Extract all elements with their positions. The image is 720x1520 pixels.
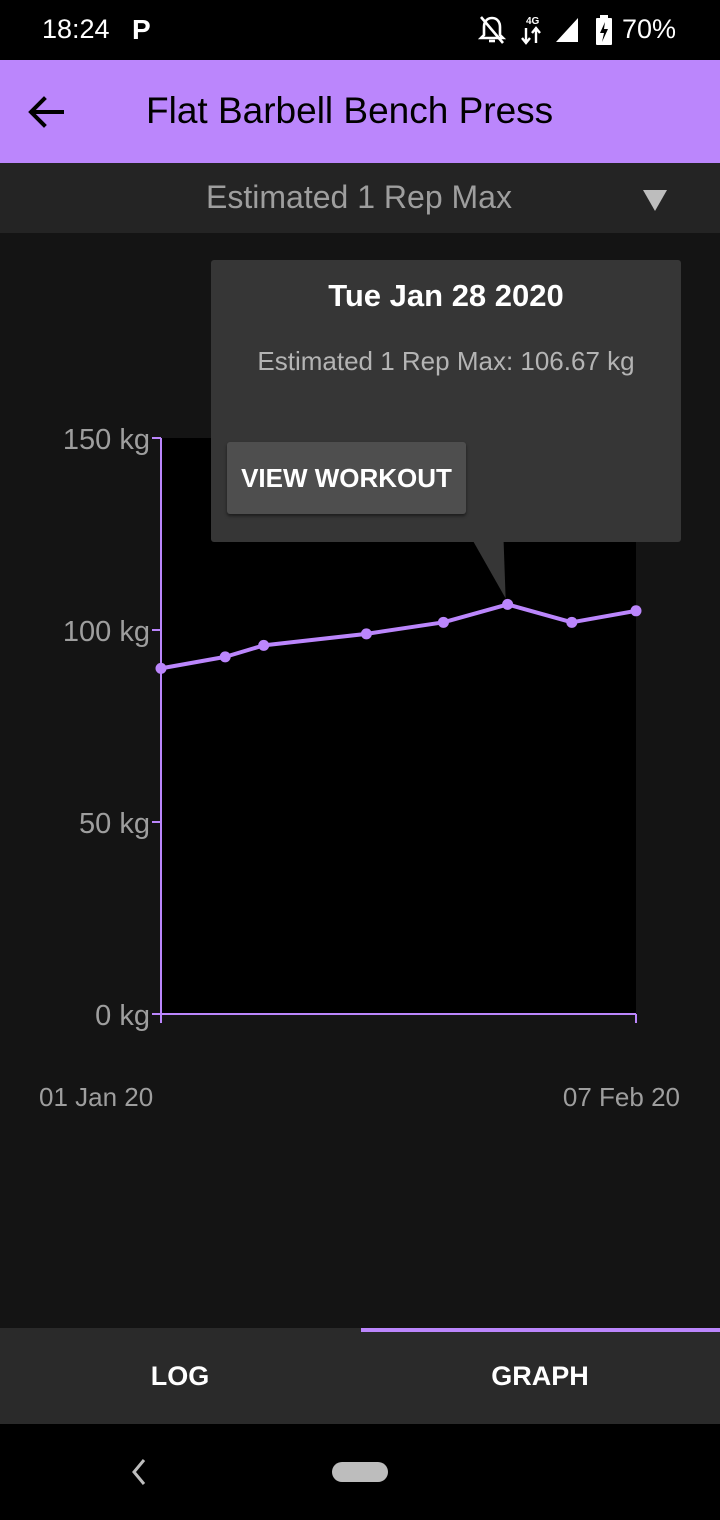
data-point[interactable] [219,651,231,663]
tab-selected-indicator [361,1328,720,1332]
data-arrows-icon: 4G [521,16,541,45]
tooltip-value: Estimated 1 Rep Max: 106.67 kg [257,346,635,376]
back-button[interactable] [22,88,70,136]
x-tick-label-end: 07 Feb 20 [563,1082,680,1112]
tooltip-pointer [473,542,506,599]
nav-back-icon[interactable] [126,1454,152,1490]
data-point[interactable] [360,628,372,640]
page-title: Flat Barbell Bench Press [146,90,554,131]
app-bar: Flat Barbell Bench Press [0,60,720,163]
view-workout-button[interactable]: VIEW WORKOUT [227,442,466,514]
arrow-back-icon [28,96,64,128]
x-tick-label-start: 01 Jan 20 [39,1082,153,1112]
metric-dropdown[interactable]: Estimated 1 Rep Max [0,163,720,233]
data-point[interactable] [502,598,514,610]
tab-graph[interactable]: GRAPH [491,1361,589,1391]
status-time: 18:24 [42,14,110,44]
data-point[interactable] [566,616,578,628]
data-point[interactable] [258,639,270,651]
tab-bar: LOG GRAPH [0,1328,720,1424]
data-point[interactable] [630,605,642,617]
data-point[interactable] [155,662,167,674]
y-tick-label: 100 kg [63,616,150,648]
data-point-tooltip: Tue Jan 28 2020 Estimated 1 Rep Max: 106… [211,260,681,542]
y-tick-label: 150 kg [63,424,150,456]
tab-log[interactable]: LOG [150,1361,210,1391]
status-bar: 18:24 P 4G 70% [0,0,720,60]
data-point[interactable] [437,616,449,628]
battery-charging-icon [596,15,612,45]
tooltip-date: Tue Jan 28 2020 [328,278,564,313]
metric-selected-label: Estimated 1 Rep Max [206,179,512,215]
signal-icon [556,18,578,42]
y-tick-label: 50 kg [79,808,150,840]
dropdown-triangle-icon [643,190,667,211]
network-type-label: 4G [526,16,540,27]
parking-icon: P [132,14,151,45]
bell-off-icon [478,16,506,44]
battery-percentage: 70% [622,14,677,44]
series-line [160,602,637,671]
nav-home-pill-icon[interactable] [332,1462,388,1482]
y-tick-label: 0 kg [95,1000,150,1032]
